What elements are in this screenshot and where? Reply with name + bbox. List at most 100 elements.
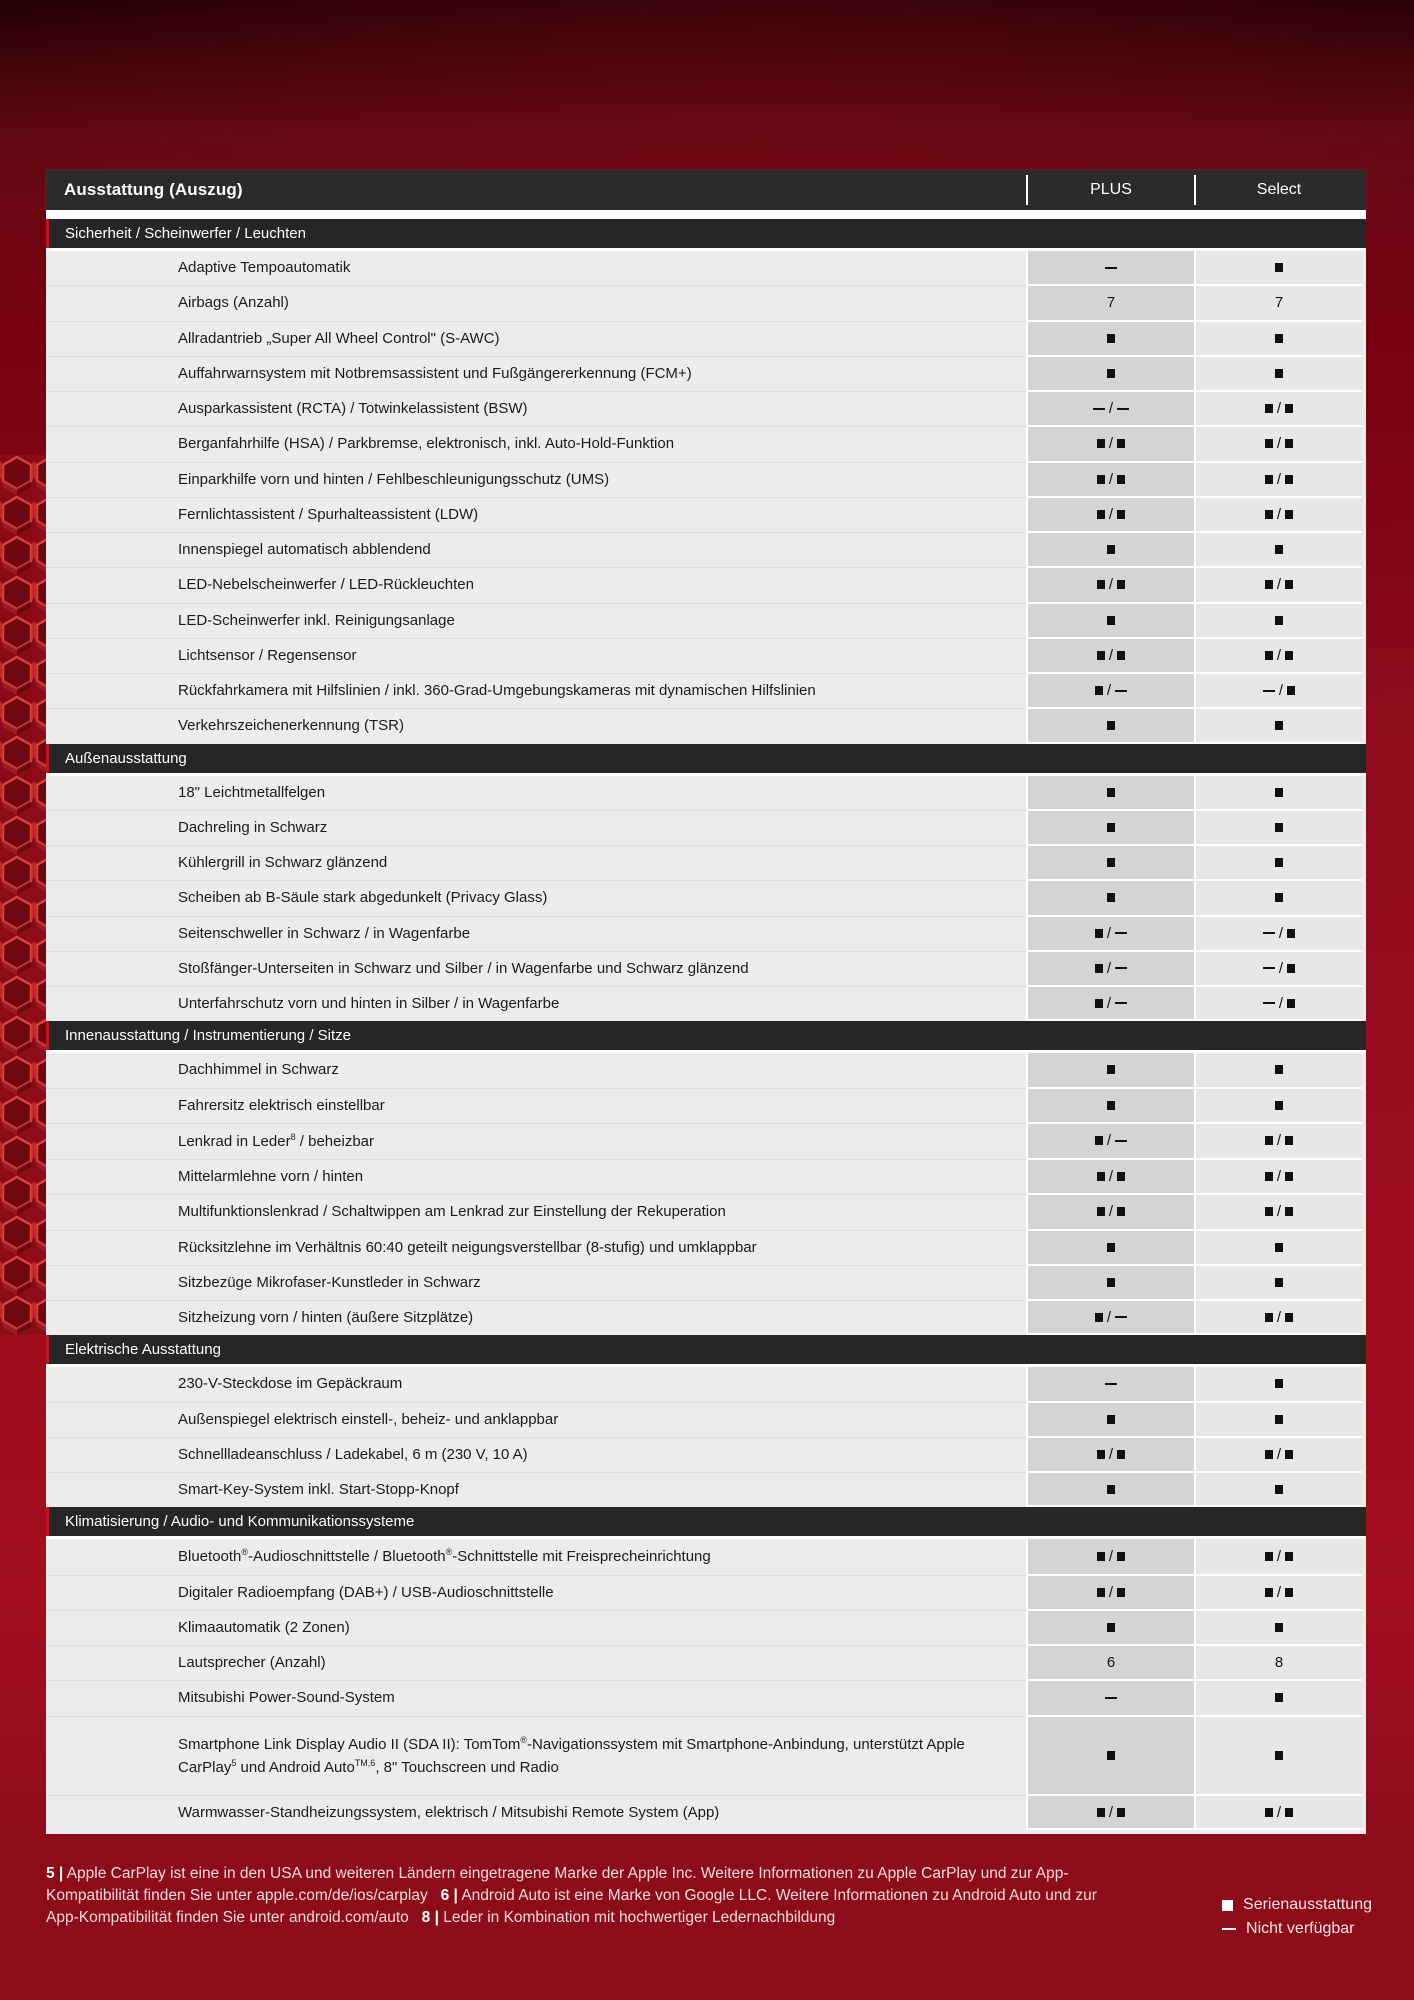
feature-label: Digitaler Radioempfang (DAB+) / USB-Audi… — [46, 1575, 1026, 1611]
filled-square-icon — [1107, 1622, 1115, 1632]
value-cell-plus: / — [1026, 1539, 1194, 1576]
table-row: 18" Leichtmetallfelgen — [46, 775, 1366, 811]
group-rows: 230-V-Steckdose im Gepäckraum Außenspiege… — [46, 1367, 1366, 1508]
value-cell-plus: / — [1026, 951, 1194, 987]
slash-separator: / — [1276, 1168, 1282, 1186]
feature-label: Adaptive Tempoautomatik — [46, 251, 1026, 287]
value-cell-select: / — [1194, 1437, 1362, 1473]
value-cell-select: / — [1194, 1301, 1362, 1336]
value-cell-plus: / — [1026, 568, 1194, 604]
filled-square-icon — [1275, 1414, 1283, 1424]
filled-square-icon — [1107, 720, 1115, 730]
filled-square-icon — [1117, 1587, 1126, 1597]
value-cell-plus: / — [1026, 1575, 1194, 1611]
dash-icon — [1115, 1002, 1128, 1005]
value-cell-plus: / — [1026, 427, 1194, 463]
page-title: Ausstattung (Auszug) — [64, 180, 243, 199]
value-cell-select — [1194, 533, 1362, 569]
slash-separator: / — [1276, 435, 1282, 453]
value-cell-plus — [1026, 356, 1194, 392]
table-row: Auffahrwarnsystem mit Notbremsassistent … — [46, 356, 1366, 392]
table-row: LED-Scheinwerfer inkl. Reinigungsanlage — [46, 603, 1366, 639]
dash-icon — [1222, 1928, 1237, 1930]
slash-separator: / — [1278, 682, 1284, 700]
value-cell-plus — [1026, 1230, 1194, 1266]
value-cell-plus — [1026, 1367, 1194, 1403]
value-cell-plus — [1026, 1473, 1194, 1508]
dash-icon — [1262, 967, 1275, 970]
value-cell-select: / — [1194, 1575, 1362, 1611]
value-cell-select: / — [1194, 951, 1362, 987]
dash-icon — [1105, 1696, 1117, 1699]
feature-label: Auffahrwarnsystem mit Notbremsassistent … — [46, 356, 1026, 392]
table-header-row: Ausstattung (Auszug) PLUS Select — [46, 170, 1366, 210]
value-cell-select: / — [1194, 1539, 1362, 1576]
filled-square-icon — [1275, 893, 1283, 903]
filled-square-icon — [1107, 1414, 1115, 1424]
value-cell-select: 7 — [1194, 286, 1362, 322]
filled-square-icon — [1096, 1449, 1105, 1459]
table-row: Verkehrszeichenerkennung (TSR) — [46, 709, 1366, 744]
filled-square-icon — [1264, 509, 1273, 519]
filled-square-icon — [1117, 474, 1126, 484]
table-row: Lautsprecher (Anzahl) 6 8 — [46, 1646, 1366, 1682]
group-divider — [46, 1050, 1366, 1054]
slash-separator: / — [1108, 1547, 1114, 1565]
group-rows: Adaptive Tempoautomatik Airbags (Anzahl) 7… — [46, 251, 1366, 744]
table-row: Innenspiegel automatisch abblendend — [46, 533, 1366, 569]
filled-square-icon — [1096, 1551, 1105, 1561]
value-cell-plus — [1026, 603, 1194, 639]
value-cell-select: / — [1194, 1123, 1362, 1160]
value-cell-plus: / — [1026, 1437, 1194, 1473]
value-cell-select: / — [1194, 916, 1362, 952]
value-cell-select: / — [1194, 568, 1362, 604]
table-row: Digitaler Radioempfang (DAB+) / USB-Audi… — [46, 1575, 1366, 1611]
dash-icon — [1262, 932, 1275, 935]
feature-label: Bluetooth®-Audioschnittstelle / Bluetoot… — [46, 1539, 1026, 1576]
value-cell-select: / — [1194, 638, 1362, 674]
feature-label: Dachreling in Schwarz — [46, 810, 1026, 846]
slash-separator: / — [1276, 1445, 1282, 1463]
equipment-comparison-table: Ausstattung (Auszug) PLUS Select Sicherh… — [46, 170, 1366, 1835]
value-cell-select — [1194, 1053, 1362, 1089]
filled-square-icon — [1285, 1172, 1294, 1182]
slash-separator: / — [1276, 505, 1282, 523]
feature-label: Klimaautomatik (2 Zonen) — [46, 1610, 1026, 1646]
filled-square-icon — [1264, 1312, 1273, 1322]
filled-square-icon — [1275, 1277, 1283, 1287]
filled-square-icon — [1285, 1551, 1294, 1561]
filled-square-icon — [1107, 1750, 1115, 1760]
slash-separator: / — [1108, 576, 1114, 594]
value-cell-select: / — [1194, 427, 1362, 463]
table-row: Adaptive Tempoautomatik — [46, 251, 1366, 287]
table-row: Klimaautomatik (2 Zonen) — [46, 1610, 1366, 1646]
value-cell-plus: / — [1026, 1301, 1194, 1336]
value-cell-plus — [1026, 1402, 1194, 1438]
filled-square-icon — [1107, 822, 1115, 832]
slash-separator: / — [1106, 682, 1112, 700]
group-divider — [46, 1364, 1366, 1368]
feature-label: LED-Scheinwerfer inkl. Reinigungsanlage — [46, 603, 1026, 639]
table-row: Scheiben ab B-Säule stark abgedunkelt (P… — [46, 881, 1366, 917]
value-cell-plus: / — [1026, 1123, 1194, 1160]
filled-square-icon — [1094, 963, 1103, 973]
table-row: Smart-Key-System inkl. Start-Stopp-Knopf — [46, 1473, 1366, 1508]
filled-square-icon — [1096, 1172, 1105, 1182]
filled-square-icon — [1285, 1807, 1294, 1817]
filled-square-icon — [1287, 686, 1296, 696]
table-row: Bluetooth®-Audioschnittstelle / Bluetoot… — [46, 1539, 1366, 1576]
legend-label-standard: Serienausstattung — [1243, 1896, 1372, 1913]
value-cell-select — [1194, 1230, 1362, 1266]
group-divider — [46, 248, 1366, 251]
filled-square-icon — [1275, 263, 1283, 273]
filled-square-icon — [1096, 439, 1105, 449]
slash-separator: / — [1276, 646, 1282, 664]
filled-square-icon — [1107, 1100, 1115, 1110]
value-cell-plus: / — [1026, 638, 1194, 674]
table-row: Schnellladeanschluss / Ladekabel, 6 m (2… — [46, 1437, 1366, 1473]
filled-square-icon — [1275, 787, 1283, 797]
table-row: LED-Nebelscheinwerfer / LED-Rückleuchten… — [46, 568, 1366, 604]
slash-separator: / — [1278, 959, 1284, 977]
value-cell-plus — [1026, 1681, 1194, 1717]
value-cell-plus: 7 — [1026, 286, 1194, 322]
